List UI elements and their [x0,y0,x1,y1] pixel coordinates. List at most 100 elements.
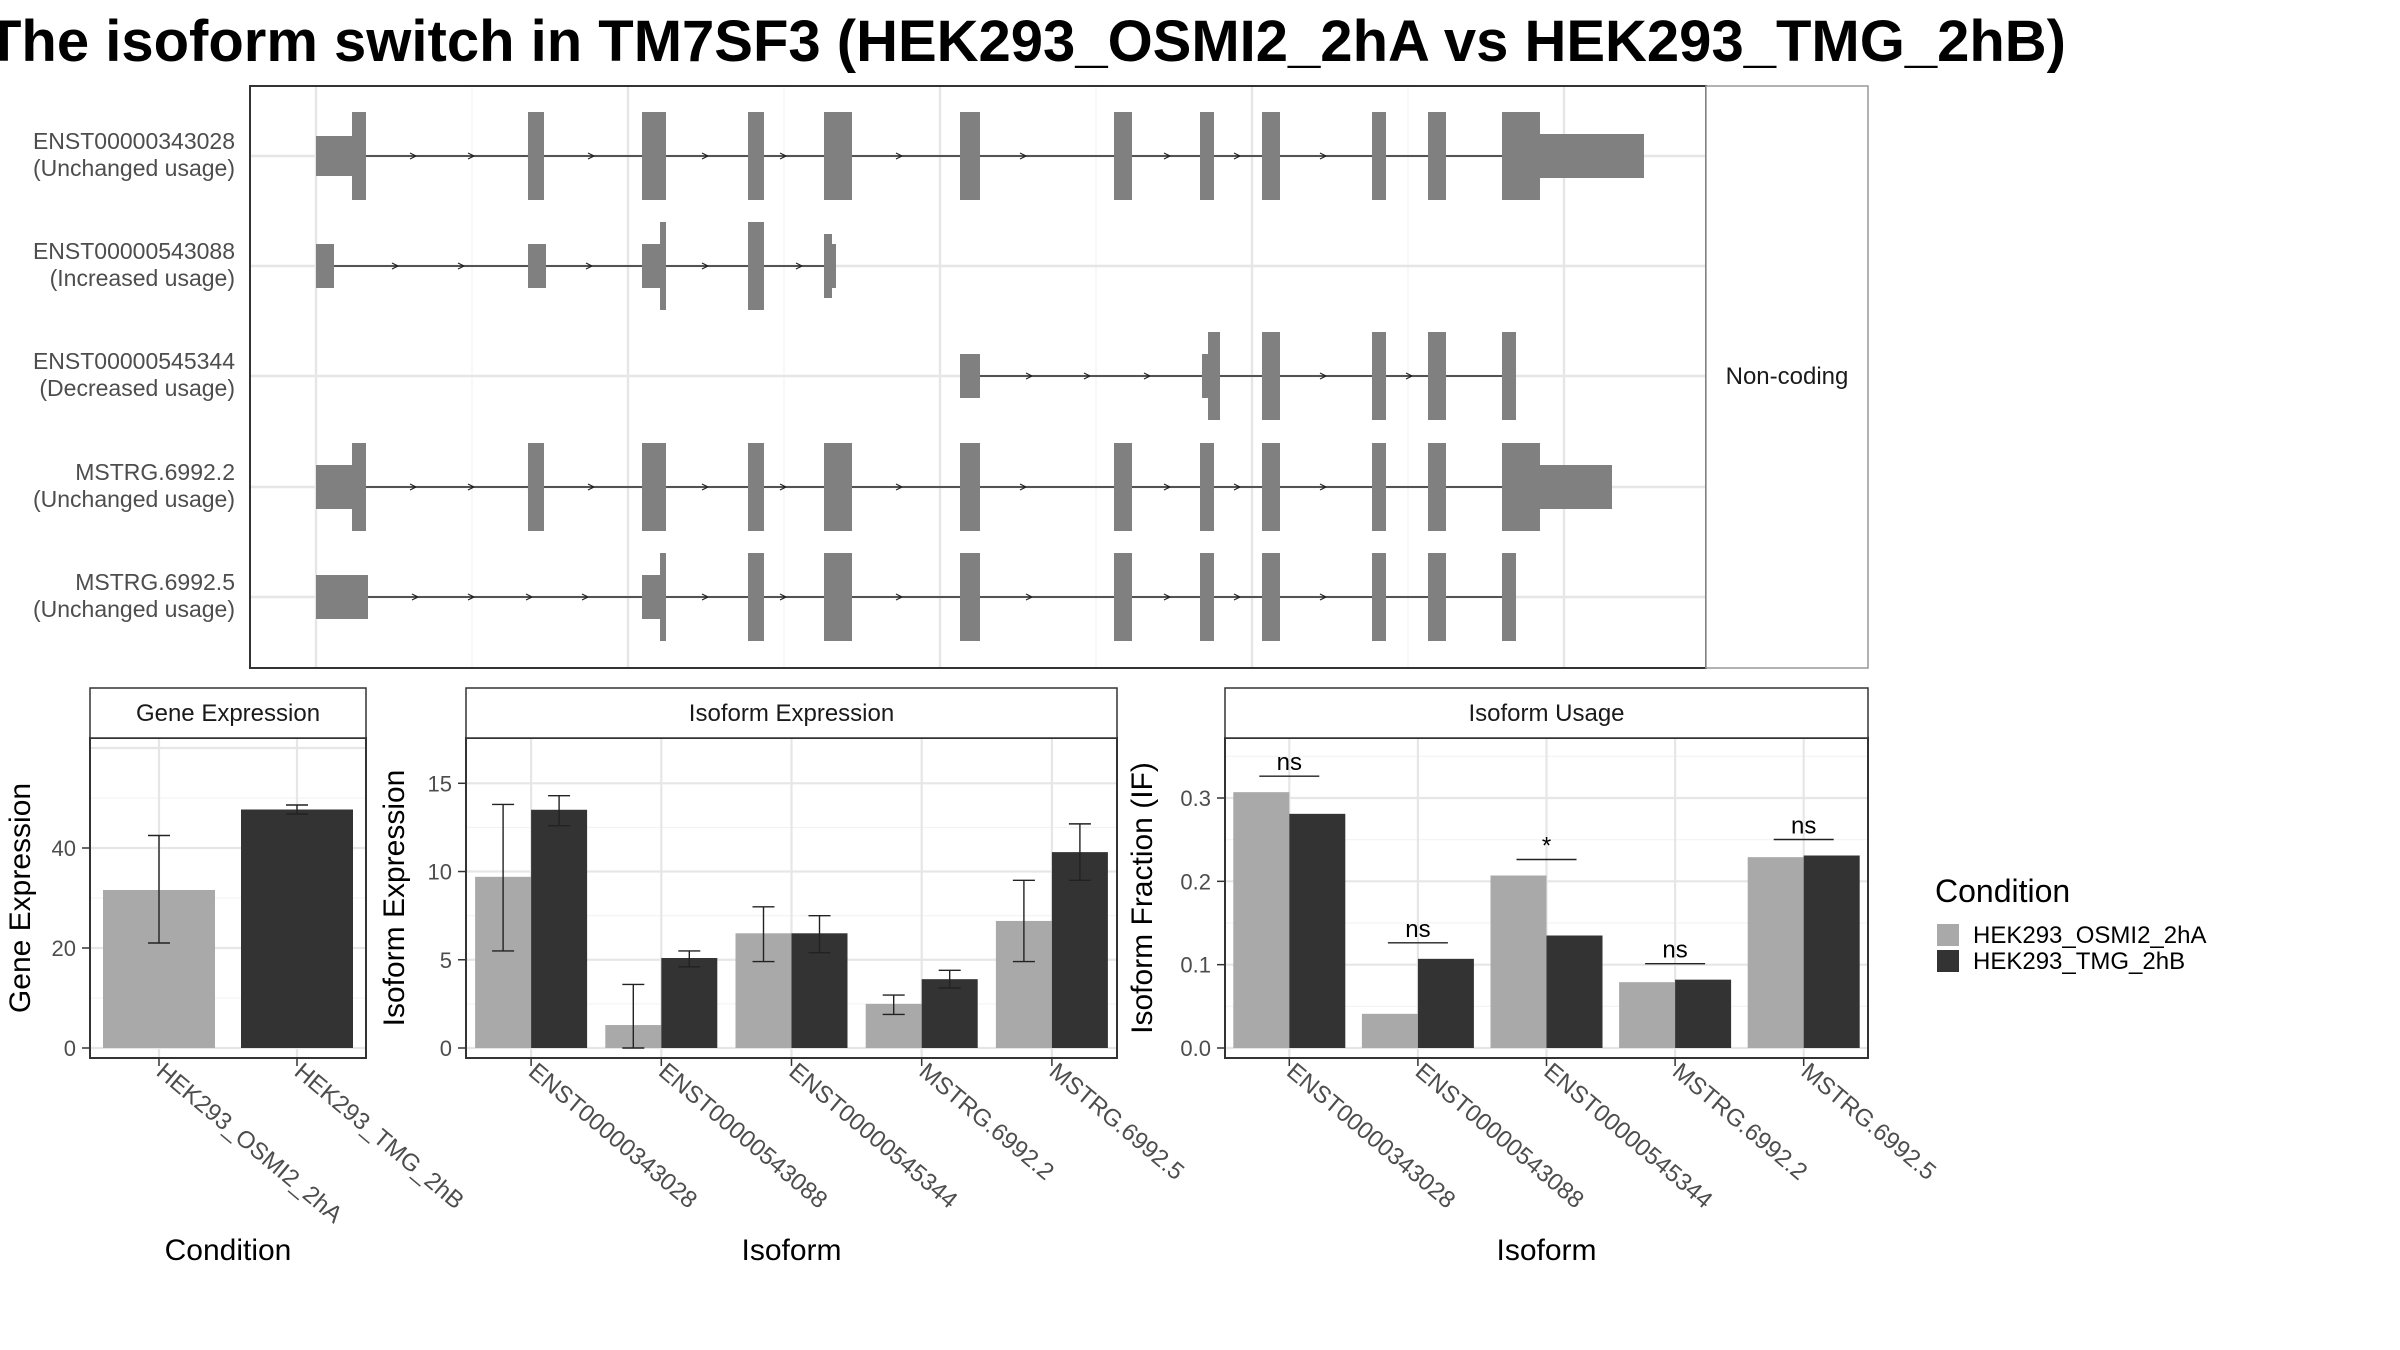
transcript-label: MSTRG.6992.2 (Unchanged usage) [33,459,235,512]
panel-strip [1224,687,1869,739]
strand-arrow [1083,372,1092,380]
strand-arrow [1163,593,1172,601]
exon [1114,553,1132,641]
exon [1502,443,1540,531]
strand-arrow [795,262,804,270]
bar [241,809,353,1048]
exon [1114,443,1132,531]
exon [660,222,666,310]
exon [1428,332,1446,420]
transcript-id: ENST00000343028 [33,128,235,154]
strand-arrow [411,593,420,601]
bar [1361,1013,1418,1048]
exon [1202,354,1208,398]
strand-arrow [1233,483,1242,491]
legend-title: Condition [1935,873,2070,909]
strand-arrow [1233,593,1242,601]
exon [824,234,832,298]
exon [1262,112,1280,200]
exon [748,222,764,310]
bar [1051,852,1108,1048]
x-axis-title: Isoform [741,1234,841,1267]
strand-arrow [779,483,788,491]
bar [661,958,718,1048]
exon [748,443,764,531]
strand-arrow [701,593,710,601]
exon [528,244,546,288]
strand-arrow [1025,372,1034,380]
strand-arrow [1163,483,1172,491]
transcript-structure-row [316,112,1644,200]
exon [316,244,334,288]
transcript-label: ENST00000343028 (Unchanged usage) [33,128,235,181]
y-tick-label: 5 [440,948,452,973]
strand-arrow [701,483,710,491]
panel-title: Isoform Usage [1468,700,1624,727]
bar [1803,855,1860,1048]
legend-label: HEK293_OSMI2_2hA [1973,922,2206,949]
exon [642,575,660,619]
exon [1200,553,1214,641]
chart-panel-1: 051015ENST00000343028ENST00000543088ENST… [378,687,1189,1267]
transcript-usage: (Unchanged usage) [33,155,235,181]
bar [921,979,978,1048]
exon [1540,134,1644,178]
y-axis-title: Gene Expression [4,783,37,1013]
strand-arrow [587,483,596,491]
strand-arrow [467,483,476,491]
strand-arrow [409,483,418,491]
x-tick-label: MSTRG.6992.2 [1667,1058,1812,1186]
exon [824,443,852,531]
exon [824,553,852,641]
strand-arrow [895,593,904,601]
transcript-label: ENST00000543088 (Increased usage) [33,238,235,291]
strand-arrow [587,152,596,160]
strand-arrow [525,593,534,601]
y-tick-label: 0.2 [1180,869,1211,894]
x-tick-label: MSTRG.6992.2 [914,1058,1059,1186]
exon [352,443,366,531]
bar [1417,958,1474,1048]
exon [642,112,666,200]
strand-arrow [1163,152,1172,160]
main-title: The isoform switch in TM7SF3 (HEK293_OSM… [0,9,2066,74]
transcript-structure-row [960,332,1516,420]
strand-arrow [1019,152,1028,160]
exon [1372,443,1386,531]
y-tick-label: 15 [428,771,452,796]
significance-label: * [1542,833,1551,860]
strand-arrow [1319,483,1328,491]
strand-arrow [581,593,590,601]
strand-arrow [1233,152,1242,160]
significance-label: ns [1662,937,1687,964]
bar [1233,792,1290,1048]
exon [660,553,666,641]
chart-panel-2: nsns*nsns0.00.10.20.3ENST00000343028ENST… [1126,687,1941,1267]
exon [1428,553,1446,641]
bar [1619,982,1676,1048]
exon [316,465,352,509]
exon [1372,332,1386,420]
transcript-label: ENST00000545344 (Decreased usage) [33,348,235,401]
transcript-structure-row [316,553,1516,641]
significance-label: ns [1277,749,1302,776]
panel-title: Isoform Expression [689,700,894,727]
exon [1428,443,1446,531]
strand-arrow [1319,152,1328,160]
bar [531,809,588,1048]
x-tick-label: MSTRG.6992.5 [1044,1058,1189,1186]
y-tick-label: 0 [64,1036,76,1061]
exon [352,112,366,200]
strand-arrow [409,152,418,160]
noncoding-strip-label: Non-coding [1726,363,1849,390]
exon [528,112,544,200]
exon [1208,332,1220,420]
significance-label: ns [1791,813,1816,840]
strand-arrow [467,152,476,160]
transcript-usage: (Unchanged usage) [33,486,235,512]
x-axis-title: Isoform [1496,1234,1596,1267]
panel-strip [465,687,1118,739]
transcript-structure-row [316,443,1612,531]
strand-arrow [1143,372,1152,380]
